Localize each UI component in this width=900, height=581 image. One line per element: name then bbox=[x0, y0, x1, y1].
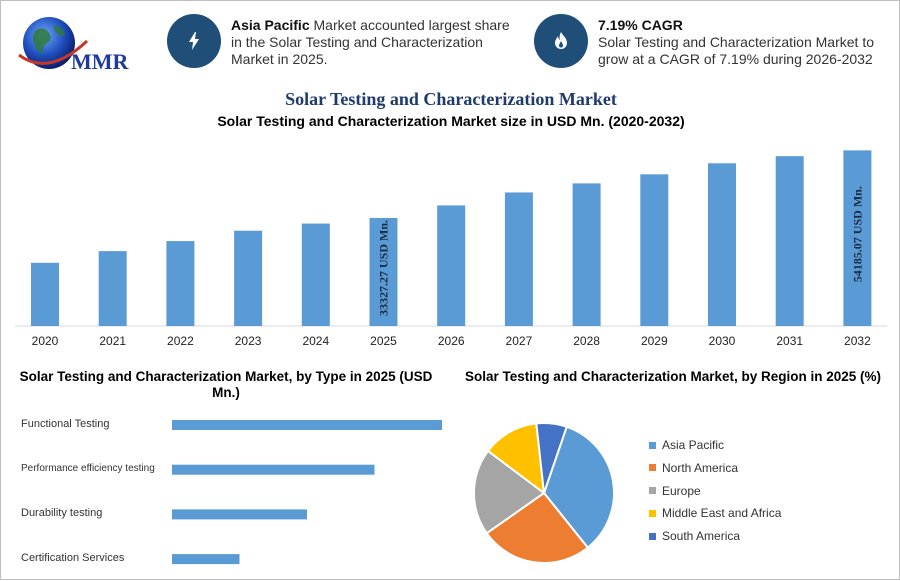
data-label-2032: 54185.07 USD Mn. bbox=[850, 186, 864, 282]
x-tick-2020: 2020 bbox=[32, 334, 59, 348]
bar-2027 bbox=[504, 192, 533, 326]
x-tick-2023: 2023 bbox=[235, 334, 262, 348]
x-tick-2030: 2030 bbox=[709, 334, 736, 348]
legend-item-2: Europe bbox=[649, 484, 701, 498]
type-bar-1 bbox=[172, 464, 375, 475]
bar-2024 bbox=[301, 223, 330, 326]
flame-icon bbox=[534, 14, 588, 68]
info-asia-pacific: Asia Pacific Market accounted largest sh… bbox=[231, 17, 521, 68]
pie-slice-1 bbox=[485, 491, 590, 564]
globe-icon bbox=[18, 17, 89, 69]
pie-slice-4 bbox=[535, 422, 568, 494]
lightning-icon bbox=[167, 14, 221, 68]
main-title: Solar Testing and Characterization Marke… bbox=[285, 89, 617, 109]
legend-item-4: South America bbox=[649, 529, 740, 543]
market-size-bar-chart: 2020 2021 2022 2023 2024 2025 33327.27 USD Mn.… bbox=[15, 150, 887, 348]
legend-label: Asia Pacific bbox=[662, 438, 725, 452]
x-tick-2028: 2028 bbox=[573, 334, 600, 348]
legend-label: Europe bbox=[662, 483, 701, 498]
x-tick-2025: 2025 bbox=[370, 334, 397, 348]
legend-swatch bbox=[649, 532, 656, 540]
bar-2029 bbox=[640, 174, 669, 326]
info-cagr-text: Solar Testing and Characterization Marke… bbox=[598, 34, 874, 67]
by-region-title: Solar Testing and Characterization Marke… bbox=[464, 369, 882, 384]
legend-item-0: Asia Pacific bbox=[649, 438, 724, 452]
type-bar-2 bbox=[172, 509, 307, 520]
type-bar-0 bbox=[172, 420, 442, 430]
legend-swatch bbox=[649, 487, 656, 495]
info-cagr: 7.19% CAGR Solar Testing and Characteriz… bbox=[598, 17, 888, 68]
by-type-title: Solar Testing and Characterization Marke… bbox=[19, 369, 433, 400]
legend-swatch bbox=[649, 464, 656, 472]
bar-2032 bbox=[843, 150, 872, 326]
bar-2021 bbox=[98, 251, 127, 326]
type-label-0: Functional Testing bbox=[21, 418, 110, 430]
x-tick-2029: 2029 bbox=[641, 334, 668, 348]
bar-2020 bbox=[31, 262, 59, 326]
x-tick-2022: 2022 bbox=[167, 334, 194, 348]
x-tick-2031: 2031 bbox=[776, 334, 803, 348]
bar-2022 bbox=[166, 241, 195, 326]
x-tick-2026: 2026 bbox=[438, 334, 465, 348]
pie-slice-0 bbox=[542, 425, 615, 550]
x-tick-2032: 2032 bbox=[844, 334, 871, 348]
bar-2025 bbox=[369, 217, 398, 326]
legend-swatch bbox=[649, 509, 656, 517]
logo-text: MMR bbox=[71, 49, 129, 74]
pie-slice-3 bbox=[486, 422, 546, 496]
x-tick-2024: 2024 bbox=[302, 334, 329, 348]
bar-2023 bbox=[234, 230, 263, 326]
info-cagr-bold: 7.19% CAGR bbox=[598, 17, 683, 33]
by-region-pie-chart bbox=[473, 422, 615, 564]
type-label-2: Durability testing bbox=[21, 507, 103, 520]
bar-2031 bbox=[775, 156, 804, 326]
mmr-logo: MMR bbox=[15, 11, 145, 81]
by-type-bar-chart bbox=[172, 420, 442, 565]
type-label-1: Performance efficiency testing bbox=[21, 462, 155, 474]
legend-label: North America bbox=[662, 460, 739, 475]
type-label-3: Certification Services bbox=[21, 552, 125, 565]
bar-2028 bbox=[572, 183, 601, 326]
bar-2026 bbox=[437, 205, 466, 326]
legend-item-1: North America bbox=[649, 461, 738, 475]
x-tick-2027: 2027 bbox=[506, 334, 533, 348]
type-bar-3 bbox=[172, 554, 240, 565]
legend-label: Middle East and Africa bbox=[662, 506, 782, 521]
x-tick-2021: 2021 bbox=[99, 334, 126, 348]
pie-slice-2 bbox=[473, 449, 546, 535]
legend-label: South America bbox=[662, 529, 741, 544]
info-asia-pacific-text: Market accounted largest share in the So… bbox=[231, 17, 510, 67]
legend-swatch bbox=[649, 441, 656, 449]
data-label-2025: 33327.27 USD Mn. bbox=[377, 220, 391, 316]
info-asia-pacific-bold: Asia Pacific bbox=[231, 17, 310, 33]
bar-2030 bbox=[708, 163, 736, 326]
chart-subtitle: Solar Testing and Characterization Marke… bbox=[217, 113, 685, 129]
legend-item-3: Middle East and Africa bbox=[649, 506, 781, 520]
